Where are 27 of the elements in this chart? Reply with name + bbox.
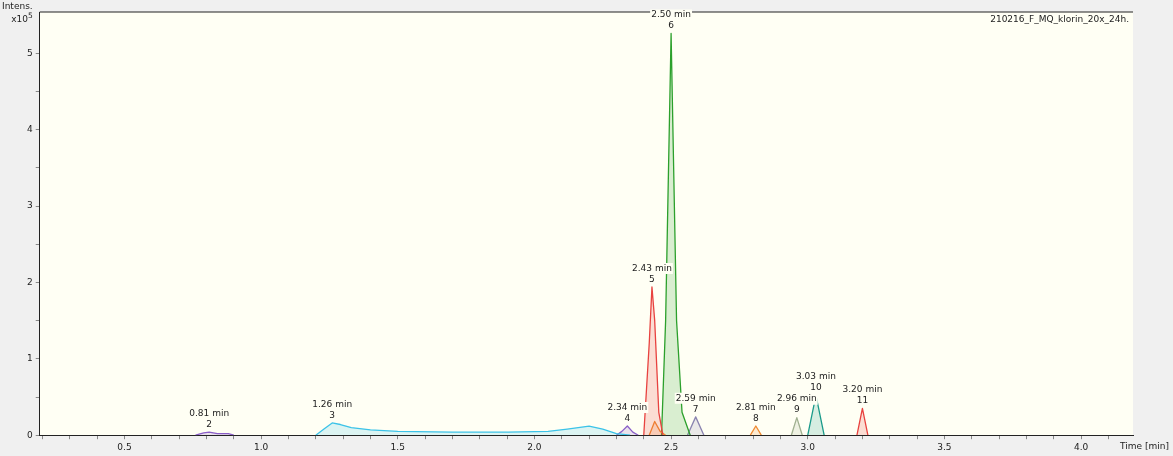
annotation: 2.59 min 7 [675, 392, 716, 414]
x-tick-label: 0.5 [117, 441, 132, 452]
x-tick-label: 2.0 [527, 441, 542, 452]
x-axis-title: Time [min] [1119, 441, 1169, 452]
x-tick-label: 4.0 [1073, 441, 1089, 452]
y-tick-label: 0 [26, 429, 33, 440]
y-tick-label: 3 [26, 200, 33, 211]
annotation: 2.43 min 5 [632, 262, 672, 284]
x-tick-label: 1.0 [253, 441, 269, 452]
x-tick-label: 3.5 [937, 441, 952, 452]
annotation: 2.81 min 8 [735, 401, 776, 423]
y-tick-label: 5 [26, 47, 33, 58]
annotation: 2.34 min 4 [607, 401, 648, 423]
annotation: 3.03 min 10 [796, 371, 836, 393]
annotation: 1.26 min 3 [312, 398, 353, 420]
y-tick-label: 4 [26, 123, 33, 134]
y-tick-label: 2 [26, 276, 33, 287]
y-axis-title: Intens. x10$^{5}$ [2, 1, 33, 24]
annotation: 2.96 min 9 [776, 393, 817, 415]
annotation: 3.20 min 11 [842, 384, 883, 406]
x-tick-label: 2.5 [663, 441, 679, 452]
y-tick-label: 1 [26, 353, 33, 364]
x-tick-label: 1.5 [390, 441, 405, 452]
chart-title: 210216_F_MQ_klorin_20x_24h. [990, 13, 1129, 24]
annotation: 2.50 min 6 [651, 9, 692, 31]
annotation: 0.81 min 2 [189, 407, 230, 429]
x-tick-label: 3.0 [800, 441, 816, 452]
